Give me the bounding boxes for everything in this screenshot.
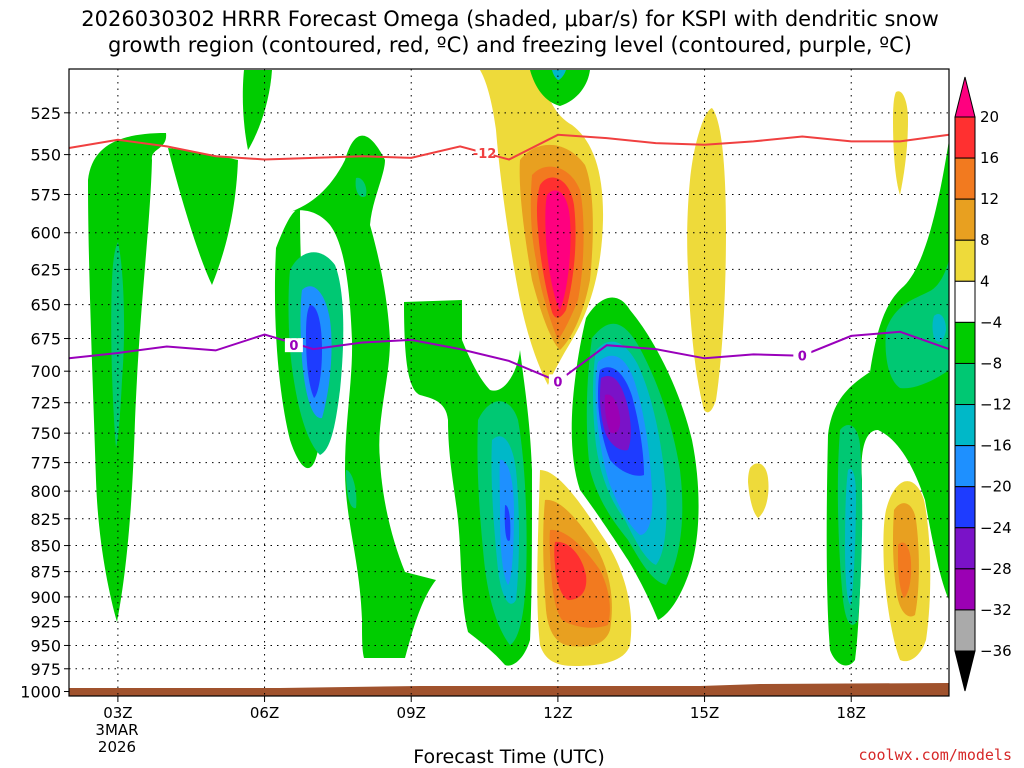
colorbar-tick-label: −12 (980, 396, 1012, 414)
omega-ascent-03z-core (111, 242, 125, 448)
omega-ascent-08z-fleck (355, 177, 367, 198)
omega-ascent-11z-core (504, 505, 511, 541)
colorbar-swatch (954, 157, 976, 200)
colorbar-tick-label: 4 (980, 272, 990, 290)
colorbar-tick-label: −28 (980, 560, 1012, 578)
colorbar-tick-label: 16 (980, 149, 999, 167)
y-tick-label: 600 (30, 224, 61, 243)
dgz-contour-line (68, 133, 950, 161)
colorbar-swatch (954, 116, 976, 159)
colorbar: 20 16 12 8 4 −4 −8 −12 −16 −20 −24 −28 −32 −36 (954, 76, 1012, 692)
y-tick-label: 800 (30, 482, 61, 501)
omega-ascent-07z (290, 135, 436, 658)
freezing-contour-label: 0 (798, 350, 807, 365)
colorbar-swatch (954, 239, 976, 282)
y-tick-label: 950 (30, 636, 61, 655)
colorbar-tick-label: −36 (980, 642, 1012, 660)
y-tick-label: 1000 (20, 683, 61, 702)
colorbar-tick-label: 12 (980, 190, 999, 208)
omega-descent-12z-core-lower (554, 541, 587, 600)
y-tick-label: 650 (30, 296, 61, 315)
omega-ascent-13z-inner (604, 394, 621, 434)
contour-labels: -12 0 0 0 (284, 145, 812, 390)
chart-title-line-1: 2026030302 HRRR Forecast Omega (shaded, … (81, 7, 939, 31)
omega-descent-19z-top (893, 91, 908, 195)
dgz-contour-label: -12 (473, 147, 497, 162)
colorbar-tick-label: −20 (980, 478, 1012, 496)
colorbar-tick-label: −4 (980, 313, 1002, 331)
colorbar-swatch (954, 198, 976, 241)
freezing-contour-label: 0 (553, 375, 562, 390)
colorbar-bottom-arrow (954, 650, 976, 692)
x-tick-label: 06Z (250, 704, 279, 722)
y-tick-label: 975 (30, 660, 61, 679)
omega-ascent-18z-4 (845, 468, 856, 605)
omega-descent-19z-core (898, 542, 912, 598)
x-axis-label: Forecast Time (UTC) (413, 746, 604, 768)
freezing-contour-label-bg (548, 374, 567, 389)
colorbar-swatch (954, 486, 976, 529)
colorbar-swatch (954, 568, 976, 611)
y-tick-label: 625 (30, 260, 61, 279)
y-tick-label: 725 (30, 394, 61, 413)
colorbar-swatch (954, 362, 976, 406)
y-tick-label: 550 (30, 146, 61, 165)
omega-descent-12z-core (545, 190, 571, 310)
grid-lines (69, 69, 949, 696)
x-tick-label: 15Z (690, 704, 719, 722)
colorbar-top-arrow (954, 76, 976, 118)
x-tick-label: 03Z (103, 704, 132, 722)
y-tick-label: 700 (30, 362, 61, 381)
omega-ascent-03z (88, 133, 167, 622)
colorbar-swatch (954, 445, 976, 488)
y-tick-label: 775 (30, 454, 61, 473)
terrain-surface (69, 683, 949, 696)
freezing-contour-label: 0 (289, 339, 298, 354)
dgz-contour-label-bg (475, 145, 494, 160)
omega-shading (88, 70, 949, 666)
colorbar-tick-label: 8 (980, 231, 990, 249)
y-tick-label: 750 (30, 424, 61, 443)
colorbar-tick-label: −16 (980, 437, 1012, 455)
omega-ascent-12z-top-core (552, 70, 566, 80)
omega-ascent-07z-core (306, 305, 322, 398)
colorbar-swatch (954, 527, 976, 570)
y-tick-label: 575 (30, 186, 61, 205)
x-date-year: 2026 (98, 738, 136, 756)
plot-frame (68, 68, 950, 697)
omega-descent-15z (687, 108, 726, 413)
y-tick-label: 525 (30, 104, 61, 123)
y-tick-label: 675 (30, 330, 61, 349)
freezing-contour-label-bg (793, 348, 812, 363)
omega-ascent-20z-core (932, 313, 946, 342)
chart-title-line-2: growth region (contoured, red, ºC) and f… (108, 33, 912, 57)
x-axis-ticks: 03Z 06Z 09Z 12Z 15Z 18Z (103, 696, 866, 722)
y-tick-label: 925 (30, 613, 61, 632)
site-credit: coolwx.com/models (858, 746, 1012, 764)
y-tick-label: 875 (30, 563, 61, 582)
colorbar-tick-label: −24 (980, 519, 1012, 537)
colorbar-swatch (954, 280, 976, 323)
colorbar-swatch (954, 321, 976, 364)
omega-ascent-12z-top (530, 70, 590, 106)
colorbar-tick-label: −32 (980, 601, 1012, 619)
y-tick-label: 900 (30, 588, 61, 607)
x-tick-label: 09Z (397, 704, 426, 722)
colorbar-tick-label: 20 (980, 108, 999, 126)
colorbar-swatch (954, 609, 976, 652)
x-tick-label: 12Z (543, 704, 572, 722)
omega-ascent-05z (168, 148, 238, 285)
omega-ascent-18z-2 (885, 260, 949, 389)
y-tick-label: 825 (30, 510, 61, 529)
x-tick-label: 18Z (837, 704, 866, 722)
colorbar-swatch (954, 404, 976, 447)
y-axis-ticks: 525 550 575 600 625 650 675 700 725 750 775 800 825 8… (20, 104, 69, 702)
omega-ascent-08z-lower (346, 470, 357, 509)
colorbar-tick-label: −8 (980, 354, 1002, 372)
freezing-contour-label-bg (284, 338, 303, 353)
y-tick-label: 850 (30, 537, 61, 556)
x-date-month: 3MAR (95, 721, 138, 739)
